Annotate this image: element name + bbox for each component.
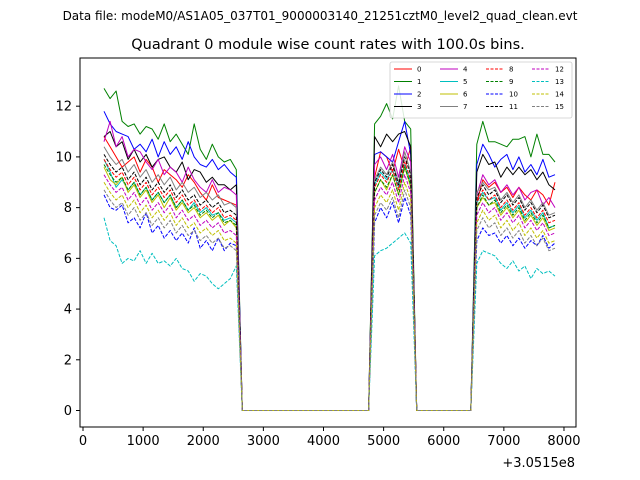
x-tick-label: 4000 (307, 434, 340, 449)
y-tick-label: 12 (55, 100, 72, 115)
legend-label-2: 2 (417, 91, 421, 99)
x-tick-label: 7000 (487, 434, 520, 449)
legend-label-11: 11 (509, 103, 518, 111)
x-tick-label: 6000 (427, 434, 460, 449)
series-line-0 (103, 136, 556, 411)
figure-supertitle: Data file: modeM0/AS1A05_037T01_90000031… (63, 9, 578, 23)
axes-frame (79, 57, 577, 428)
y-tick-label: 0 (64, 404, 72, 419)
legend-label-13: 13 (555, 78, 564, 86)
x-tick-label: 2000 (187, 434, 220, 449)
x-axis: 0 1000 2000 3000 4000 5000 6000 7000 8000 (79, 427, 581, 449)
x-axis-offset-label: +3.0515e8 (502, 456, 575, 471)
series-line-2 (103, 111, 556, 411)
legend-label-9: 9 (509, 78, 513, 86)
y-tick-label: 6 (64, 252, 72, 267)
series-line-1 (103, 85, 556, 411)
legend-label-5: 5 (463, 78, 467, 86)
x-tick-label: 1000 (127, 434, 160, 449)
legend-label-8: 8 (509, 66, 513, 74)
legend-label-12: 12 (555, 66, 564, 74)
plot-lines (103, 85, 556, 411)
series-line-15 (103, 189, 556, 411)
legend-label-1: 1 (417, 78, 421, 86)
series-line-10 (103, 194, 556, 411)
y-tick-label: 4 (64, 303, 72, 318)
x-tick-label: 8000 (547, 434, 580, 449)
legend-label-6: 6 (463, 91, 468, 99)
series-line-12 (103, 174, 556, 411)
y-tick-label: 2 (64, 353, 72, 368)
x-tick-label: 3000 (247, 434, 280, 449)
x-tick-label: 5000 (367, 434, 400, 449)
legend-frame (389, 61, 573, 119)
legend-label-4: 4 (463, 66, 468, 74)
y-axis: 0 2 4 6 8 10 12 (55, 100, 80, 419)
series-line-13 (103, 217, 556, 411)
legend-label-7: 7 (463, 103, 467, 111)
chart-title: Quadrant 0 module wise count rates with … (131, 37, 525, 53)
legend-label-15: 15 (555, 103, 564, 111)
legend-label-3: 3 (417, 103, 421, 111)
series-line-4 (103, 120, 556, 411)
legend-label-14: 14 (555, 91, 564, 99)
series-line-3 (103, 131, 556, 411)
x-tick-label: 0 (79, 434, 87, 449)
legend-label-10: 10 (509, 91, 518, 99)
series-line-14 (103, 181, 556, 411)
y-tick-label: 10 (55, 150, 72, 165)
y-tick-label: 8 (64, 201, 72, 216)
legend-label-0: 0 (417, 66, 421, 74)
series-line-7 (103, 146, 556, 411)
